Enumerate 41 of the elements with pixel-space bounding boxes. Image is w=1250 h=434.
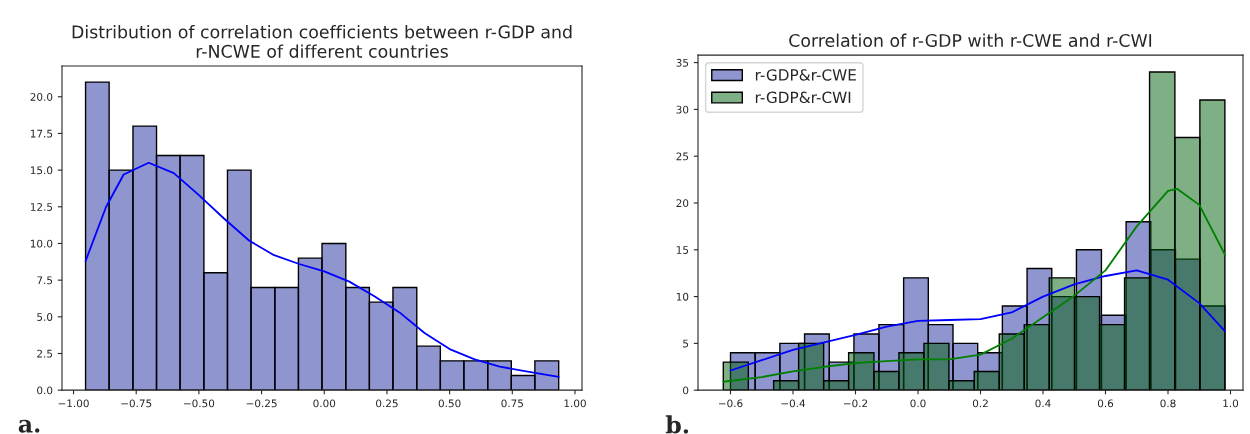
x-tick-label: 0.50 <box>438 399 461 408</box>
y-tick-label: 15.0 <box>30 166 53 175</box>
y-tick-label: 15 <box>676 246 689 254</box>
x-tick-label: −0.25 <box>246 399 277 408</box>
y-tick-label: 20.0 <box>30 93 53 101</box>
x-tick-label: −0.6 <box>718 399 743 408</box>
y-tick-label: 10.0 <box>30 239 53 248</box>
x-tick-label: 1.00 <box>564 399 586 408</box>
text: a. <box>18 419 40 433</box>
legend-label: r-GDP&r-CWI <box>755 91 851 104</box>
y-tick-label: 10 <box>676 292 689 301</box>
y-tick-label: 30 <box>676 105 689 114</box>
x-tick-label: 0.25 <box>376 399 398 408</box>
x-tick-label: 0.6 <box>1097 399 1114 408</box>
x-tick-label: 1.0 <box>1223 399 1239 408</box>
y-tick-label: 17.5 <box>30 129 53 138</box>
y-tick-label: 0 <box>683 386 689 395</box>
y-tick-label: 0.0 <box>37 386 53 395</box>
x-tick-label: 0.8 <box>1160 399 1176 408</box>
x-tick-label: −0.2 <box>843 399 868 408</box>
x-tick-label: −0.75 <box>121 399 152 408</box>
legend-label: r-GDP&r-CWE <box>755 69 856 81</box>
chart-title: Correlation of r-GDP with r-CWE and r-CWI <box>789 33 1152 48</box>
x-tick-label: −1.00 <box>58 399 89 408</box>
x-tick-label: −0.4 <box>781 399 806 408</box>
chart-title: Distribution of correlation coefficients between r-GDP and r-NCWE of different countries <box>72 25 572 58</box>
y-tick-label: 7.5 <box>37 276 53 285</box>
y-tick-label: 12.5 <box>30 203 53 211</box>
y-tick-label: 5.0 <box>37 313 53 321</box>
x-tick-label: 0.75 <box>501 399 523 408</box>
x-tick-label: 0.4 <box>1035 399 1051 408</box>
x-tick-label: −0.50 <box>184 399 215 408</box>
y-tick-label: 25 <box>676 152 689 161</box>
y-tick-label: 35 <box>676 58 689 67</box>
x-tick-label: 0.0 <box>910 399 926 408</box>
x-tick-label: 0.00 <box>313 399 336 408</box>
x-tick-label: 0.2 <box>972 399 988 408</box>
text: b. <box>665 415 689 434</box>
y-tick-label: 20 <box>676 199 689 208</box>
y-tick-label: 5 <box>683 339 689 348</box>
y-tick-label: 2.5 <box>37 349 53 358</box>
